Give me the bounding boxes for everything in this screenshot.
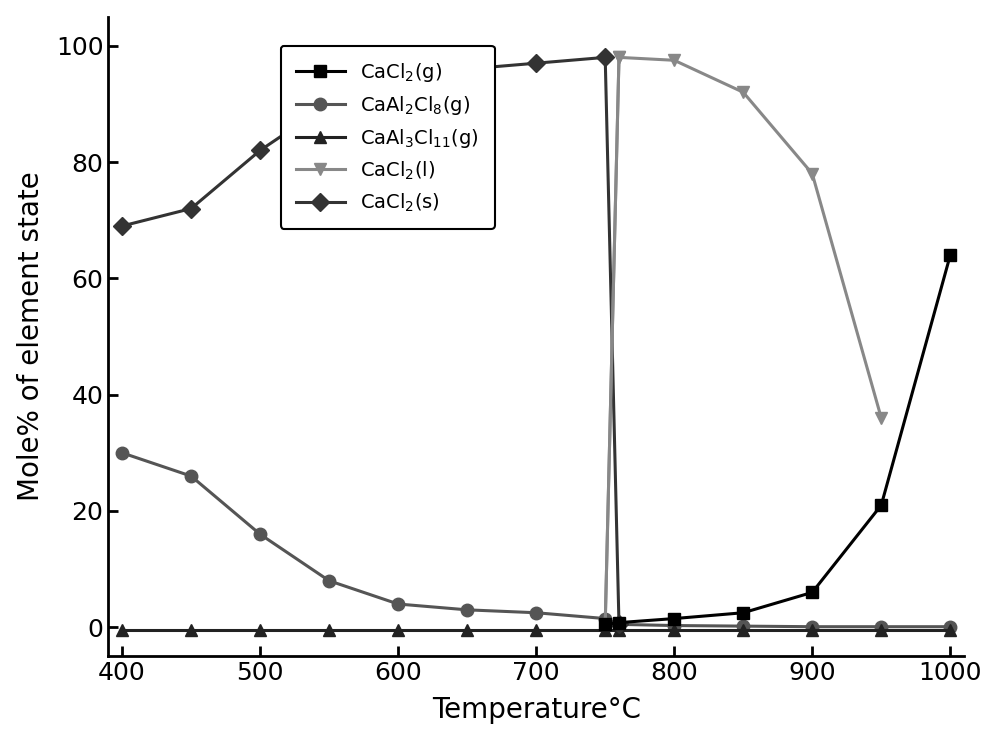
Line: CaAl$_2$Cl$_8$(g): CaAl$_2$Cl$_8$(g) — [116, 447, 957, 633]
CaAl$_3$Cl$_{11}$(g) — [461, 625, 473, 634]
Line: CaCl$_2$(l): CaCl$_2$(l) — [599, 51, 888, 631]
CaAl$_2$Cl$_8$(g) — [737, 622, 749, 631]
CaAl$_2$Cl$_8$(g) — [254, 530, 266, 539]
CaCl$_2$(s) — [392, 76, 404, 85]
CaCl$_2$(g) — [599, 620, 611, 629]
CaCl$_2$(l) — [599, 620, 611, 629]
CaAl$_2$Cl$_8$(g) — [806, 622, 818, 631]
CaAl$_3$Cl$_{11}$(g) — [613, 625, 625, 634]
CaAl$_2$Cl$_8$(g) — [392, 599, 404, 608]
CaCl$_2$(l) — [613, 53, 625, 62]
CaAl$_3$Cl$_{11}$(g) — [323, 625, 335, 634]
CaAl$_2$Cl$_8$(g) — [599, 614, 611, 623]
CaAl$_2$Cl$_8$(g) — [185, 471, 197, 480]
CaAl$_3$Cl$_{11}$(g) — [875, 625, 887, 634]
CaCl$_2$(s) — [613, 620, 625, 629]
CaCl$_2$(g) — [613, 618, 625, 627]
CaCl$_2$(g) — [875, 501, 887, 510]
CaCl$_2$(s) — [254, 146, 266, 155]
CaAl$_2$Cl$_8$(g) — [461, 605, 473, 614]
CaAl$_2$Cl$_8$(g) — [944, 622, 956, 631]
CaCl$_2$(s) — [185, 204, 197, 213]
X-axis label: Temperature°C: Temperature°C — [432, 697, 641, 725]
CaCl$_2$(s) — [461, 64, 473, 73]
CaCl$_2$(g) — [806, 588, 818, 597]
CaAl$_3$Cl$_{11}$(g) — [806, 625, 818, 634]
CaAl$_3$Cl$_{11}$(g) — [116, 625, 128, 634]
CaAl$_2$Cl$_8$(g) — [668, 621, 680, 630]
CaAl$_3$Cl$_{11}$(g) — [599, 625, 611, 634]
CaCl$_2$(s) — [323, 99, 335, 108]
CaCl$_2$(l) — [875, 413, 887, 422]
CaCl$_2$(s) — [530, 59, 542, 67]
CaCl$_2$(g) — [944, 250, 956, 259]
CaAl$_2$Cl$_8$(g) — [613, 620, 625, 629]
Y-axis label: Mole% of element state: Mole% of element state — [17, 172, 45, 502]
CaCl$_2$(s) — [116, 222, 128, 230]
CaAl$_2$Cl$_8$(g) — [323, 576, 335, 585]
Line: CaAl$_3$Cl$_{11}$(g): CaAl$_3$Cl$_{11}$(g) — [116, 624, 957, 637]
CaAl$_3$Cl$_{11}$(g) — [254, 625, 266, 634]
CaAl$_3$Cl$_{11}$(g) — [392, 625, 404, 634]
Legend: CaCl$_2$(g), CaAl$_2$Cl$_8$(g), CaAl$_3$Cl$_{11}$(g), CaCl$_2$(l), CaCl$_2$(s): CaCl$_2$(g), CaAl$_2$Cl$_8$(g), CaAl$_3$… — [281, 46, 495, 229]
CaAl$_2$Cl$_8$(g) — [530, 608, 542, 617]
CaCl$_2$(s) — [599, 53, 611, 62]
CaAl$_2$Cl$_8$(g) — [116, 448, 128, 457]
CaCl$_2$(l) — [737, 88, 749, 97]
CaCl$_2$(g) — [737, 608, 749, 617]
CaCl$_2$(l) — [806, 169, 818, 178]
Line: CaCl$_2$(s): CaCl$_2$(s) — [116, 51, 625, 631]
CaAl$_2$Cl$_8$(g) — [875, 622, 887, 631]
CaCl$_2$(l) — [668, 56, 680, 64]
CaAl$_3$Cl$_{11}$(g) — [530, 625, 542, 634]
CaAl$_3$Cl$_{11}$(g) — [668, 625, 680, 634]
CaCl$_2$(l) — [613, 53, 625, 62]
CaAl$_3$Cl$_{11}$(g) — [185, 625, 197, 634]
Line: CaCl$_2$(g): CaCl$_2$(g) — [599, 249, 957, 631]
CaAl$_3$Cl$_{11}$(g) — [737, 625, 749, 634]
CaAl$_3$Cl$_{11}$(g) — [944, 625, 956, 634]
CaCl$_2$(g) — [668, 614, 680, 623]
